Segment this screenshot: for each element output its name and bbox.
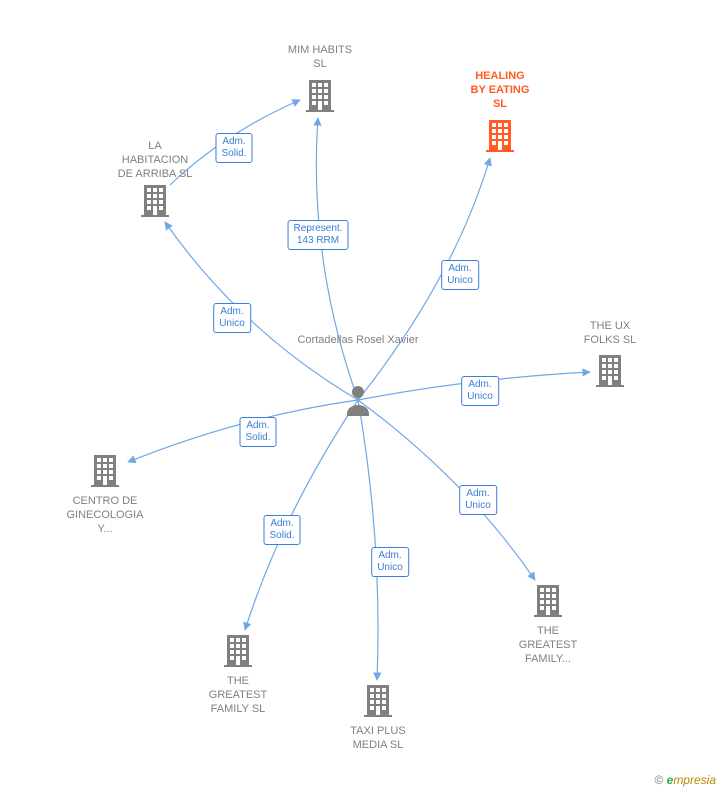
node-label-mim-habits[interactable]: MIM HABITS SL <box>288 44 352 72</box>
node-label-healing-by-eating[interactable]: HEALING BY EATING SL <box>471 70 530 111</box>
building-icon-la-habitacion[interactable] <box>141 185 169 217</box>
brand-name: empresia <box>667 773 716 787</box>
edge-label-mim-habits-via-habitacion: Adm. Solid. <box>215 133 252 163</box>
node-label-taxi-plus[interactable]: TAXI PLUS MEDIA SL <box>350 725 405 753</box>
building-icon-greatest-family-1[interactable] <box>224 635 252 667</box>
edge-label-la-habitacion: Adm. Unico <box>213 303 251 333</box>
building-icon-the-ux-folks[interactable] <box>596 355 624 387</box>
building-icon-healing-by-eating[interactable] <box>486 120 514 152</box>
edge-label-centro-ginecologia: Adm. Solid. <box>239 417 276 447</box>
edge-label-taxi-plus: Adm. Unico <box>371 547 409 577</box>
edge-label-healing-by-eating: Adm. Unico <box>441 260 479 290</box>
node-label-the-ux-folks[interactable]: THE UX FOLKS SL <box>584 320 637 348</box>
copyright-symbol: © <box>654 773 663 787</box>
node-label-centro-ginecologia[interactable]: CENTRO DE GINECOLOGIA Y... <box>66 495 143 536</box>
center-node-label: Cortadellas Rosel Xavier <box>297 334 418 348</box>
building-icon-mim-habits[interactable] <box>306 80 334 112</box>
edge-label-greatest-family-2: Adm. Unico <box>459 485 497 515</box>
network-canvas <box>0 0 728 795</box>
edge-label-greatest-family-1: Adm. Solid. <box>263 515 300 545</box>
node-label-greatest-family-2[interactable]: THE GREATEST FAMILY... <box>519 625 577 666</box>
edge-label-mim-habits: Represent. 143 RRM <box>288 220 349 250</box>
building-icon-taxi-plus[interactable] <box>364 685 392 717</box>
node-label-greatest-family-1[interactable]: THE GREATEST FAMILY SL <box>209 675 267 716</box>
edge-label-the-ux-folks: Adm. Unico <box>461 376 499 406</box>
node-label-la-habitacion[interactable]: LA HABITACION DE ARRIBA SL <box>118 140 193 181</box>
footer-copyright: © empresia <box>654 773 716 787</box>
edge-mim-habits <box>316 118 358 400</box>
building-icon-centro-ginecologia[interactable] <box>91 455 119 487</box>
building-icon-greatest-family-2[interactable] <box>534 585 562 617</box>
edge-taxi-plus <box>358 400 378 680</box>
